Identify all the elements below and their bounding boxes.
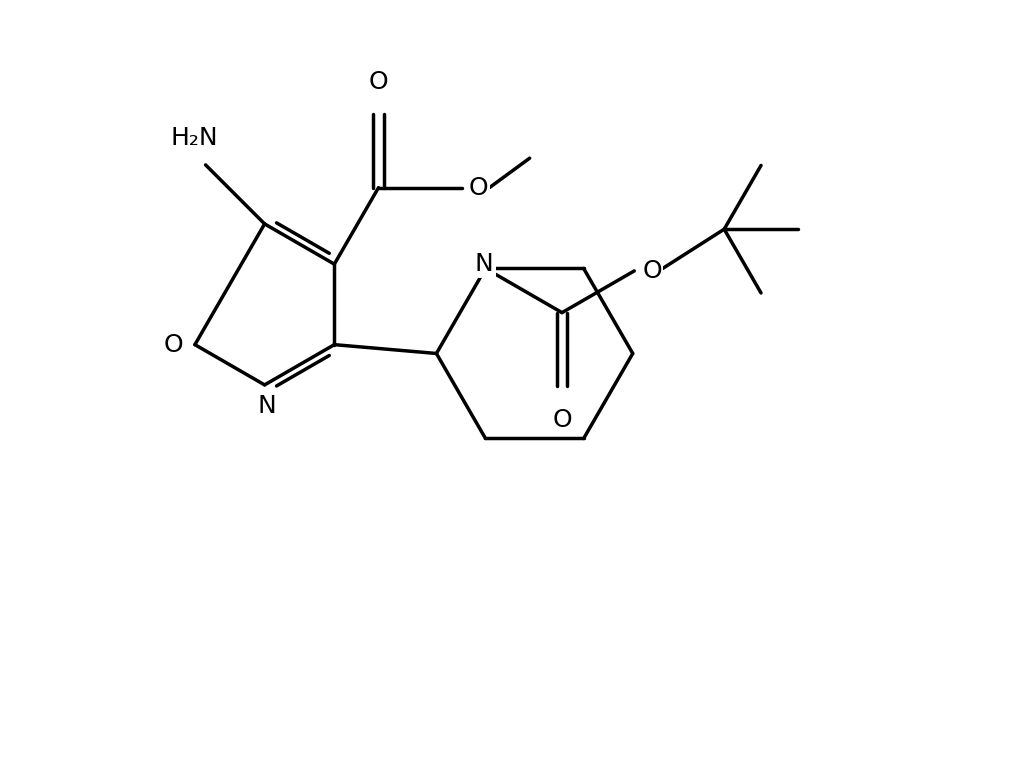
Text: N: N [474,252,493,276]
Text: O: O [642,259,662,283]
Text: H₂N: H₂N [170,126,218,150]
Text: O: O [164,333,183,357]
Text: O: O [552,408,571,432]
Text: N: N [257,394,275,418]
Text: O: O [369,70,388,94]
Text: O: O [469,176,488,199]
